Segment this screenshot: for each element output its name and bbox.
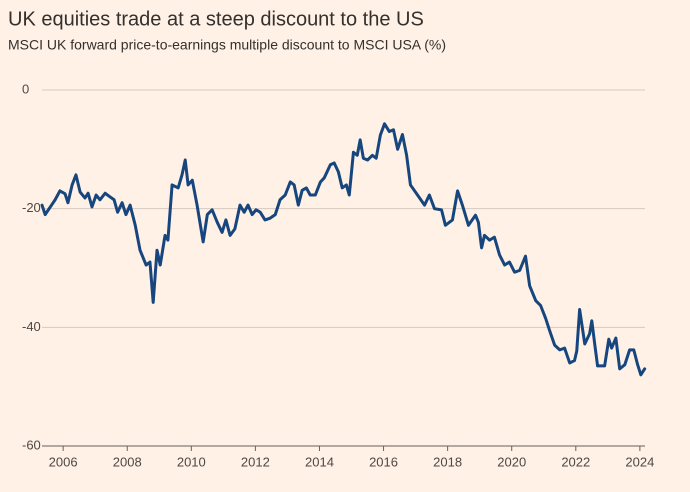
chart-title: UK equities trade at a steep discount to…: [8, 8, 424, 30]
x-tick-label: 2010: [177, 454, 206, 469]
y-tick-label: 0: [22, 81, 29, 96]
x-tick-label: 2016: [369, 454, 398, 469]
chart-subtitle: MSCI UK forward price-to-earnings multip…: [8, 37, 446, 53]
x-tick-label: 2020: [497, 454, 526, 469]
y-tick-label: -60: [22, 437, 41, 452]
y-tick-label: -40: [22, 319, 41, 334]
data-line: [40, 122, 647, 377]
x-tick-label: 2012: [241, 454, 270, 469]
x-tick-label: 2006: [49, 454, 78, 469]
x-tick-label: 2008: [113, 454, 142, 469]
x-tick-label: 2024: [625, 454, 654, 469]
x-tick-label: 2022: [561, 454, 590, 469]
y-tick-label: -20: [22, 200, 41, 215]
x-tick-label: 2014: [305, 454, 334, 469]
x-tick-label: 2018: [433, 454, 462, 469]
